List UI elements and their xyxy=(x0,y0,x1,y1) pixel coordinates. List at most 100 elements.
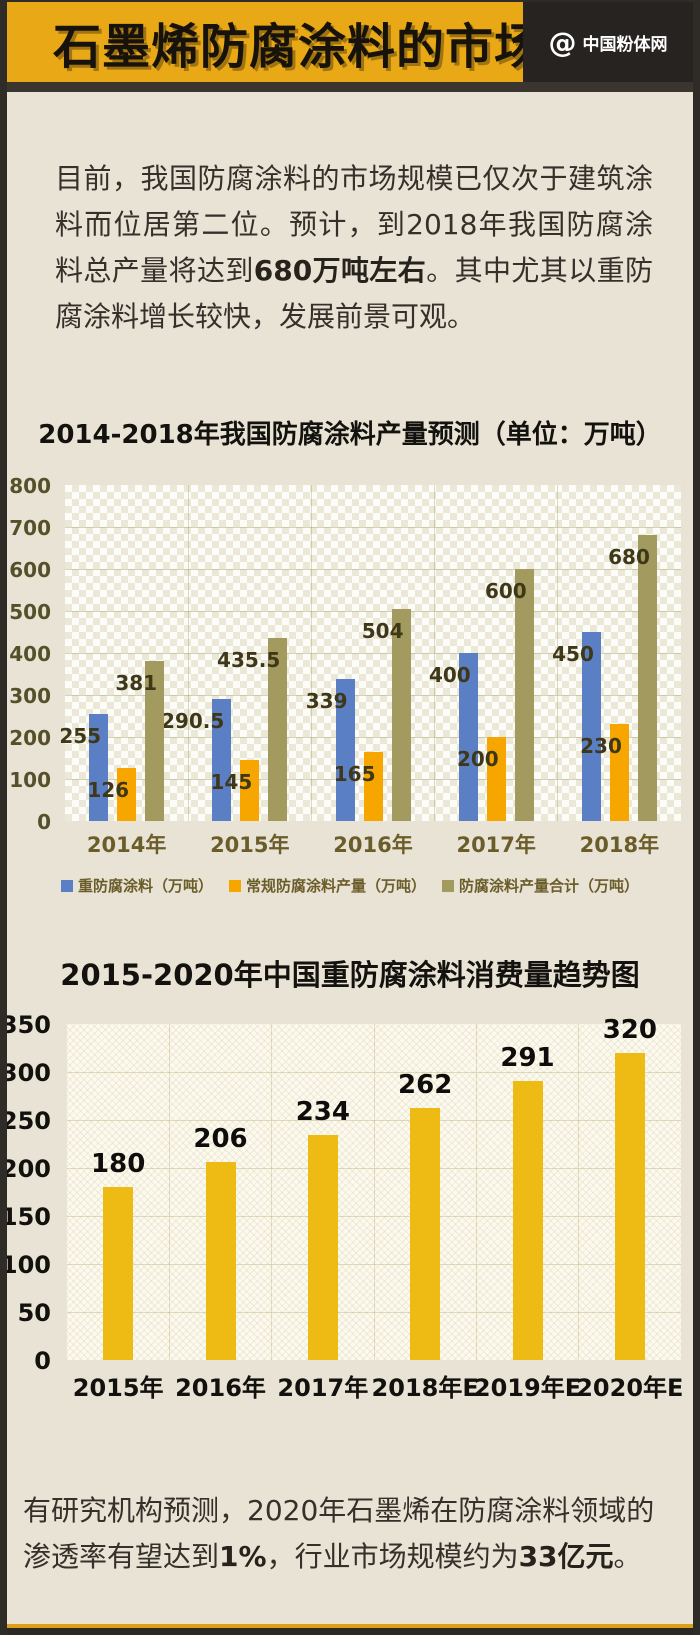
x-axis-label: 2015年 xyxy=(210,833,290,857)
footer-note: 有研究机构预测，2020年石墨烯在防腐涂料领域的渗透率有望达到1%，行业市场规模… xyxy=(23,1488,679,1580)
y-axis-label: 300 xyxy=(0,1059,51,1087)
intro-text: 目前，我国防腐涂料的市场规模已仅次于建筑涂料而位居第二位。预计，到2018年我国… xyxy=(55,162,653,287)
bar-value-label: 381 xyxy=(115,670,158,695)
bar xyxy=(486,737,506,821)
gridline-vertical xyxy=(434,485,436,821)
chart1-plot-area: 255 290.5 339 400 450 126 145 165 200 230 381 435.5… xyxy=(59,485,681,821)
legend-swatch xyxy=(228,879,241,892)
gridline-vertical xyxy=(310,485,312,821)
y-axis-label: 100 xyxy=(0,1251,51,1279)
chart2-title: 2015-2020年中国重防腐涂料消费量趋势图 xyxy=(60,958,640,992)
bar xyxy=(609,724,629,821)
intro-paragraph: 目前，我国防腐涂料的市场规模已仅次于建筑涂料而位居第二位。预计，到2018年我国… xyxy=(55,156,653,340)
bar xyxy=(117,768,137,821)
x-axis-label: 2017年 xyxy=(456,833,536,857)
chart1-title: 2014-2018年我国防腐涂料产量预测（单位：万吨） xyxy=(38,420,662,450)
footer-text: 有研究机构预测，2020年石墨烯在防腐涂料领域的渗透率有望达到 xyxy=(23,1494,655,1573)
x-axis-label: 2014年 xyxy=(86,833,167,857)
bar xyxy=(581,632,601,821)
legend-item: 防腐涂料产量合计（万吨） xyxy=(442,875,639,896)
page-title: 石墨烯防腐涂料的市场 xyxy=(53,19,523,75)
legend-label: 重防腐涂料（万吨） xyxy=(77,877,213,895)
bar-value-label: 126 xyxy=(87,778,130,803)
chart2-x-axis: 2015年 2016年 2017年 2018年E 2019年E 2020年E xyxy=(67,1360,684,1404)
bar xyxy=(212,699,232,821)
legend-swatch xyxy=(60,879,73,892)
gridline-horizontal xyxy=(67,1071,681,1073)
x-axis-label: 2018年 xyxy=(579,833,660,857)
legend-swatch xyxy=(442,879,454,892)
bottom-strip xyxy=(7,1624,693,1635)
x-axis-label: 2018年E xyxy=(371,1374,479,1402)
bottom-gold-line xyxy=(7,1624,693,1628)
bar-value-label: 200 xyxy=(456,747,499,771)
bar xyxy=(335,678,355,821)
bar-value-label: 165 xyxy=(333,761,376,786)
y-axis-label: 300 xyxy=(9,684,51,708)
production-forecast-chart: 800 700 600 500 400 300 200 100 0 255 290.5 339 400… xyxy=(7,474,693,865)
bar xyxy=(205,1162,236,1360)
bar-value-label: 680 xyxy=(608,545,650,570)
footer-highlight-market: 33亿元 xyxy=(518,1540,614,1573)
legend-item: 重防腐涂料（万吨） xyxy=(60,875,213,896)
gridline-horizontal xyxy=(67,1215,681,1217)
header-title-band: 石墨烯防腐涂料的市场 xyxy=(7,2,523,82)
bar-value-label: 290.5 xyxy=(161,708,225,733)
intro-highlight: 680万吨左右 xyxy=(253,254,427,287)
gridline-vertical xyxy=(168,1024,170,1360)
gridline-vertical xyxy=(271,1024,273,1360)
x-axis-label: 2017年 xyxy=(277,1374,369,1402)
at-icon: @ xyxy=(548,25,577,59)
x-axis-label: 2016年 xyxy=(333,833,413,857)
bar-value-label: 145 xyxy=(210,770,253,795)
y-axis-label: 200 xyxy=(0,1155,51,1183)
x-axis-label: 2016年 xyxy=(175,1374,266,1402)
header: 石墨烯防腐涂料的市场 @ 中国粉体网 xyxy=(7,2,693,82)
chart1-x-axis: 2014年 2015年 2016年 2017年 2018年 xyxy=(65,821,681,865)
gridline-vertical xyxy=(557,485,559,821)
gridline-horizontal xyxy=(65,568,681,570)
gridline-vertical xyxy=(373,1024,375,1360)
bar-value-label: 180 xyxy=(91,1149,146,1180)
gridline-horizontal xyxy=(65,736,681,738)
bar-value-label: 291 xyxy=(500,1042,555,1073)
x-axis-label: 2015年 xyxy=(72,1374,164,1402)
bar-value-label: 400 xyxy=(428,663,471,687)
footer-text-end: 。 xyxy=(613,1540,642,1573)
y-axis-label: 100 xyxy=(9,768,51,792)
gridline-vertical xyxy=(578,1024,580,1360)
bar xyxy=(145,660,165,821)
y-axis-label: 700 xyxy=(9,516,51,540)
x-axis-label: 2020年E xyxy=(576,1374,684,1402)
bar-value-label: 339 xyxy=(305,688,348,713)
bar-value-label: 255 xyxy=(59,723,102,748)
bar xyxy=(268,638,288,821)
bar xyxy=(391,609,411,821)
gridline-horizontal xyxy=(67,1167,681,1169)
bar xyxy=(410,1108,441,1360)
bar-value-label: 206 xyxy=(193,1124,248,1155)
y-axis-label: 150 xyxy=(0,1203,51,1231)
bar-value-label: 262 xyxy=(398,1070,453,1101)
legend-item: 常规防腐涂料产量（万吨） xyxy=(228,875,426,896)
bar xyxy=(458,653,478,821)
bottom-dark-line xyxy=(7,1628,693,1635)
bar xyxy=(307,1135,338,1360)
chart2-plot-area: 180 206 234 262 291 320 xyxy=(67,1015,681,1360)
y-axis-label: 250 xyxy=(0,1107,51,1135)
bar xyxy=(514,569,534,821)
gridline-horizontal xyxy=(65,694,681,696)
bar xyxy=(512,1080,543,1360)
gridline-horizontal xyxy=(65,610,681,612)
bar-value-label: 230 xyxy=(580,734,622,759)
y-axis-label: 0 xyxy=(34,1347,51,1375)
brand-name: 中国粉体网 xyxy=(582,34,668,55)
y-axis-label: 500 xyxy=(9,600,51,624)
chart1-legend: 重防腐涂料（万吨） 常规防腐涂料产量（万吨） 防腐涂料产量合计（万吨） xyxy=(7,875,693,896)
bar xyxy=(614,1052,645,1360)
legend-label: 防腐涂料产量合计（万吨） xyxy=(459,877,640,895)
bar xyxy=(637,535,657,821)
chart2-y-axis: 350 300 250 200 150 100 50 0 xyxy=(7,1011,59,1375)
y-axis-label: 600 xyxy=(9,558,51,582)
